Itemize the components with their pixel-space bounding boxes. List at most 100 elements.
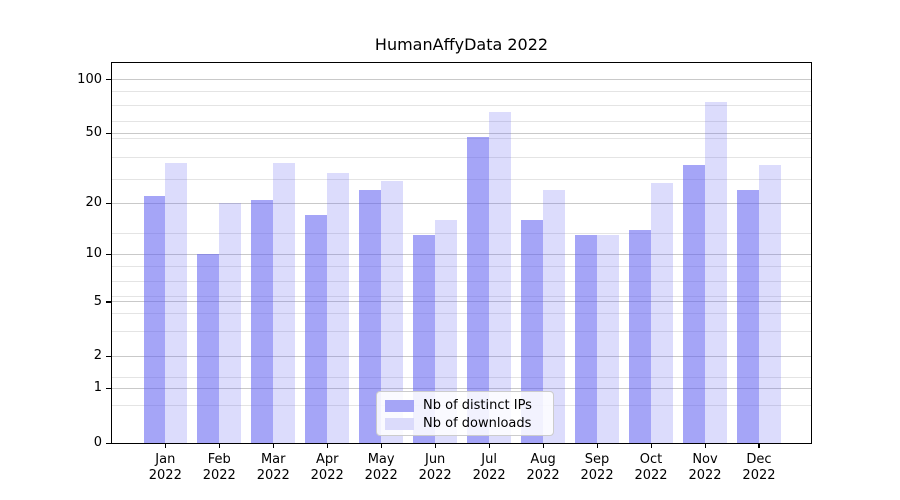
x-tick-mark xyxy=(434,443,436,448)
x-tick-month: Mar xyxy=(260,452,286,467)
x-tick-label: Nov 2022 xyxy=(677,452,733,484)
x-tick-year: 2022 xyxy=(526,468,560,483)
x-tick-mark xyxy=(596,443,598,448)
x-tick-label: Dec 2022 xyxy=(731,452,787,484)
gridline-major xyxy=(112,253,811,255)
gridline-major xyxy=(112,355,811,357)
x-tick-mark xyxy=(326,443,328,448)
legend-swatch-distinct-ips xyxy=(385,399,414,412)
y-tick-label: 0 xyxy=(93,435,102,450)
x-tick-year: 2022 xyxy=(580,468,614,483)
bar-feb-distinct-ips xyxy=(197,254,220,443)
bar-jul-distinct-ips xyxy=(467,136,490,443)
legend-label-distinct-ips: Nb of distinct IPs xyxy=(423,397,532,413)
y-tick-mark xyxy=(106,355,111,358)
bar-sep-distinct-ips xyxy=(575,235,598,443)
bar-apr-downloads xyxy=(327,172,349,443)
gridline-minor xyxy=(112,280,811,282)
x-tick-year: 2022 xyxy=(688,468,722,483)
x-tick-month: Sep xyxy=(584,452,610,467)
gridline-minor xyxy=(112,120,811,122)
x-tick-label: Sep 2022 xyxy=(569,452,625,484)
x-tick-label: Oct 2022 xyxy=(623,452,679,484)
x-tick-month: May xyxy=(367,452,395,467)
gridline-minor xyxy=(112,376,811,378)
gridline-major xyxy=(112,301,811,303)
bar-oct-downloads xyxy=(651,183,673,443)
y-tick-label: 50 xyxy=(85,125,102,141)
bar-aug-distinct-ips xyxy=(521,219,544,443)
x-tick-month: Jun xyxy=(424,452,446,467)
y-tick-mark xyxy=(106,79,111,81)
x-tick-year: 2022 xyxy=(256,468,290,483)
x-tick-year: 2022 xyxy=(472,468,506,483)
bar-mar-distinct-ips xyxy=(251,199,274,443)
x-tick-month: Aug xyxy=(530,452,556,467)
bar-jun-downloads xyxy=(435,219,457,443)
bar-nov-downloads xyxy=(705,102,727,443)
bar-aug-downloads xyxy=(543,189,565,443)
gridline-major xyxy=(112,79,811,81)
x-tick-month: Oct xyxy=(639,452,663,467)
legend-label-downloads: Nb of downloads xyxy=(423,415,532,431)
bar-feb-downloads xyxy=(219,203,242,443)
x-tick-label: Aug 2022 xyxy=(515,452,571,484)
x-tick-year: 2022 xyxy=(148,468,182,483)
gridline-minor xyxy=(112,178,811,180)
x-tick-mark xyxy=(488,443,490,448)
y-tick-mark xyxy=(106,442,111,444)
bar-oct-distinct-ips xyxy=(629,229,652,443)
gridline-major xyxy=(112,132,811,134)
chart-title: HumanAffyData 2022 xyxy=(374,35,549,54)
y-tick-label: 20 xyxy=(85,195,102,211)
x-tick-label: Jul 2022 xyxy=(461,452,517,484)
legend-entry-distinct-ips: Nb of distinct IPs xyxy=(385,397,545,414)
y-tick-mark xyxy=(106,132,111,135)
gridline-major xyxy=(112,387,811,389)
x-tick-mark xyxy=(542,443,544,448)
gridline-minor xyxy=(112,233,811,235)
x-tick-mark xyxy=(704,443,706,448)
x-tick-year: 2022 xyxy=(418,468,452,483)
bar-nov-distinct-ips xyxy=(683,165,705,443)
bar-may-downloads xyxy=(381,180,403,443)
bar-may-distinct-ips xyxy=(359,189,382,443)
y-tick-mark xyxy=(106,253,111,255)
x-tick-mark xyxy=(218,443,221,448)
x-tick-month: Nov xyxy=(692,452,718,467)
x-tick-month: Dec xyxy=(746,452,772,467)
x-tick-month: Jul xyxy=(481,452,497,467)
legend-entry-downloads: Nb of downloads xyxy=(385,415,545,432)
y-tick-label: 2 xyxy=(93,348,102,364)
gridline-minor xyxy=(112,137,811,139)
x-tick-label: Mar 2022 xyxy=(245,452,301,484)
bar-jul-downloads xyxy=(489,111,511,443)
x-tick-year: 2022 xyxy=(310,468,344,483)
y-tick-label: 1 xyxy=(93,380,102,396)
legend-swatch-downloads xyxy=(385,417,414,430)
x-tick-label: Jun 2022 xyxy=(407,452,463,484)
y-tick-mark xyxy=(106,387,111,390)
x-tick-month: Jan xyxy=(155,452,176,467)
gridline-minor xyxy=(112,266,811,268)
x-tick-year: 2022 xyxy=(742,468,776,483)
bar-sep-downloads xyxy=(597,235,619,443)
gridline-minor xyxy=(112,156,811,158)
y-tick-label: 100 xyxy=(77,71,102,87)
x-tick-label: Feb 2022 xyxy=(191,452,247,484)
bar-apr-distinct-ips xyxy=(305,215,328,443)
legend: Nb of distinct IPs Nb of downloads xyxy=(376,391,554,436)
gridline-minor xyxy=(112,331,811,333)
x-tick-label: May 2022 xyxy=(353,452,409,484)
x-tick-mark xyxy=(272,443,275,448)
gridline-minor xyxy=(112,90,811,92)
x-tick-year: 2022 xyxy=(202,468,236,483)
x-tick-mark xyxy=(758,443,760,448)
y-tick-mark xyxy=(106,202,111,205)
bar-jan-distinct-ips xyxy=(143,196,166,443)
x-tick-month: Feb xyxy=(207,452,231,467)
x-tick-month: Apr xyxy=(315,452,339,467)
bar-jan-downloads xyxy=(165,163,188,443)
bar-dec-downloads xyxy=(758,165,781,443)
